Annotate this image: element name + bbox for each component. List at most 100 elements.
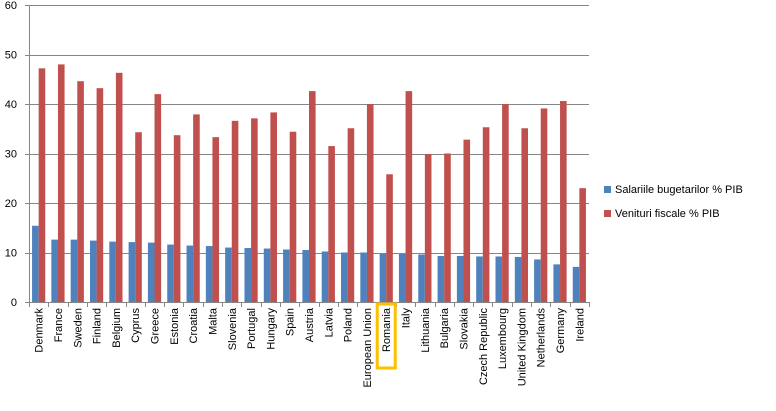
- bar-series1-10: [231, 120, 239, 302]
- x-tick-label-28: Ireland: [574, 308, 586, 342]
- y-tick-label-2: 20: [5, 198, 17, 210]
- axes: [29, 5, 590, 307]
- legend-label-0: Salariile bugetarilor % PIB: [615, 184, 743, 196]
- bar-series1-15: [328, 146, 335, 302]
- bar-series1-18: [386, 174, 393, 302]
- bar-series1-23: [482, 127, 490, 302]
- bar-series0-19: [398, 253, 406, 302]
- bar-series0-25: [514, 256, 522, 302]
- y-tick-label-1: 10: [5, 248, 17, 260]
- bar-series0-28: [572, 266, 580, 302]
- bar-series1-14: [309, 91, 316, 302]
- x-tick-label-11: Portugal: [246, 308, 258, 349]
- bar-series0-26: [534, 259, 541, 302]
- bar-series1-5: [135, 132, 142, 302]
- x-tick-label-18: Romania: [381, 307, 393, 352]
- x-tick-label-9: Malta: [207, 307, 219, 335]
- y-tick-label-4: 40: [5, 99, 17, 111]
- legend-swatch-1: [604, 210, 611, 217]
- bar-series0-18: [379, 253, 387, 302]
- x-tick-label-23: Czech Republic: [478, 308, 490, 386]
- bar-series1-9: [212, 137, 220, 302]
- bar-series0-16: [341, 252, 348, 302]
- bar-series0-14: [302, 250, 309, 302]
- x-tick-label-5: Cyprus: [130, 308, 142, 343]
- x-tick-label-0: Denmark: [34, 308, 46, 353]
- bar-series0-1: [51, 239, 58, 302]
- x-tick-label-8: Croatia: [188, 307, 200, 343]
- bar-series1-25: [521, 128, 529, 302]
- bar-series1-13: [289, 131, 297, 302]
- bar-series1-12: [270, 112, 277, 302]
- bar-series1-1: [57, 64, 65, 303]
- x-tick-label-10: Slovenia: [227, 307, 239, 350]
- bar-series1-11: [251, 118, 258, 302]
- bar-series1-3: [96, 88, 104, 302]
- bar-series0-4: [109, 241, 116, 302]
- x-tick-label-12: Hungary: [265, 308, 277, 350]
- bar-series0-7: [167, 244, 174, 302]
- y-tick-label-5: 50: [5, 50, 17, 62]
- bar-series0-15: [321, 251, 329, 302]
- bar-series1-26: [540, 108, 548, 302]
- x-tick-label-4: Belgium: [111, 308, 123, 348]
- x-tick-label-25: United Kingdom: [516, 308, 528, 386]
- bar-series1-7: [173, 135, 181, 302]
- x-tick-label-27: Germany: [555, 308, 567, 354]
- bar-series0-8: [186, 245, 194, 302]
- bar-series0-27: [553, 264, 561, 302]
- y-tick-label-6: 60: [5, 0, 17, 12]
- x-tick-labels: Denmark France Sweden Finland Belgium Cyprus G…: [34, 307, 587, 387]
- bar-series0-9: [205, 246, 213, 302]
- bar-series0-5: [128, 242, 136, 302]
- x-tick-label-13: Spain: [285, 308, 297, 336]
- bar-series0-17: [360, 252, 367, 302]
- bar-series0-23: [476, 256, 483, 302]
- x-tick-label-19: Italy: [401, 308, 413, 329]
- bar-series1-2: [77, 81, 84, 302]
- bar-series1-4: [115, 72, 123, 302]
- x-tick-label-16: Poland: [343, 308, 355, 342]
- bar-series1-19: [405, 91, 413, 302]
- x-tick-label-21: Bulgaria: [439, 307, 451, 348]
- bars: [32, 64, 586, 303]
- bar-series0-20: [418, 254, 425, 302]
- highlight: [375, 302, 397, 370]
- bar-series0-11: [244, 248, 252, 302]
- bar-series1-16: [347, 128, 355, 302]
- bar-series0-13: [283, 249, 290, 302]
- x-tick-label-26: Netherlands: [536, 308, 548, 368]
- x-tick-label-14: Austria: [304, 307, 316, 342]
- bar-series1-28: [579, 188, 586, 302]
- x-tick-label-17: European Union: [362, 308, 374, 388]
- bar-series1-17: [366, 104, 374, 302]
- bar-series0-2: [70, 239, 78, 302]
- bar-series0-6: [147, 242, 155, 302]
- bar-series1-24: [502, 104, 509, 302]
- bar-series1-8: [193, 114, 200, 303]
- y-tick-label-0: 0: [11, 297, 17, 309]
- x-tick-label-20: Lithuania: [420, 307, 432, 353]
- bar-series1-21: [444, 153, 451, 302]
- bar-series1-0: [38, 68, 46, 302]
- bar-series1-6: [154, 94, 162, 302]
- x-tick-label-7: Estonia: [169, 307, 181, 345]
- x-tick-label-24: Luxembourg: [497, 308, 509, 369]
- bar-series0-24: [495, 256, 503, 302]
- bar-series1-20: [424, 153, 432, 302]
- x-tick-label-6: Greece: [150, 308, 162, 344]
- legend-label-1: Venituri fiscale % PIB: [615, 208, 720, 220]
- legend-swatch-0: [604, 186, 611, 193]
- x-tick-label-15: Latvia: [323, 307, 335, 337]
- y-tick-labels: 0 10 20 30 40 50 60: [5, 0, 29, 309]
- x-tick-label-22: Slovakia: [458, 307, 470, 349]
- x-tick-label-2: Sweden: [72, 308, 84, 348]
- x-tick-label-1: France: [53, 308, 65, 342]
- legend: Salariile bugetarilor % PIB Venituri fisc…: [604, 184, 743, 220]
- y-tick-label-3: 30: [5, 149, 17, 161]
- bar-series0-10: [225, 247, 232, 302]
- bar-series0-3: [89, 240, 97, 302]
- bar-series1-27: [560, 101, 567, 302]
